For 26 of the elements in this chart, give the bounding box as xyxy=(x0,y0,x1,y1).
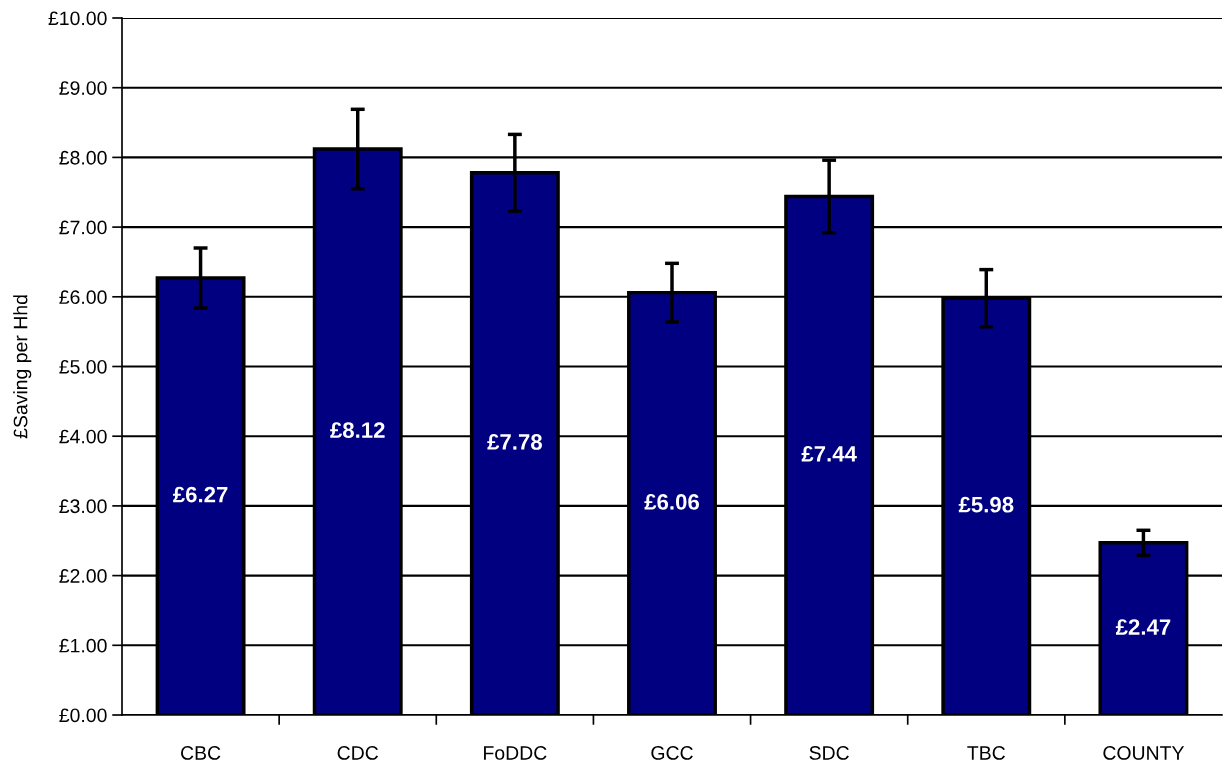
x-tick-label: CBC xyxy=(181,746,221,760)
y-tick-label: £7.00 xyxy=(59,220,107,235)
data-label: £2.47 xyxy=(1115,619,1171,635)
y-tick-label: £8.00 xyxy=(59,150,107,165)
y-tick-label: £2.00 xyxy=(59,569,107,583)
y-tick-label: £1.00 xyxy=(59,638,107,653)
x-tick-label: CDC xyxy=(337,746,379,760)
x-tick-label: TBC xyxy=(967,746,1005,760)
x-tick-label: COUNTY xyxy=(1103,746,1185,760)
data-label: £5.98 xyxy=(958,496,1014,513)
y-tick-label: £10.00 xyxy=(48,11,107,26)
data-label: £6.27 xyxy=(173,486,228,503)
x-tick-label: GCC xyxy=(651,746,693,760)
y-tick-label: £6.00 xyxy=(59,290,107,305)
data-label: £8.12 xyxy=(330,422,385,438)
y-tick-label: £0.00 xyxy=(59,708,107,723)
y-axis-title: £Saving per Hhd xyxy=(13,295,32,439)
y-tick-label: £4.00 xyxy=(59,429,107,444)
data-label: £6.06 xyxy=(644,494,699,510)
data-label: £7.78 xyxy=(487,434,542,450)
x-tick-label: FoDDC xyxy=(484,746,547,760)
data-label: £7.44 xyxy=(801,445,857,462)
x-tick-label: SDC xyxy=(809,746,849,760)
y-tick-label: £9.00 xyxy=(59,81,107,95)
y-tick-label: £3.00 xyxy=(59,499,107,514)
y-tick-label: £5.00 xyxy=(59,359,107,374)
